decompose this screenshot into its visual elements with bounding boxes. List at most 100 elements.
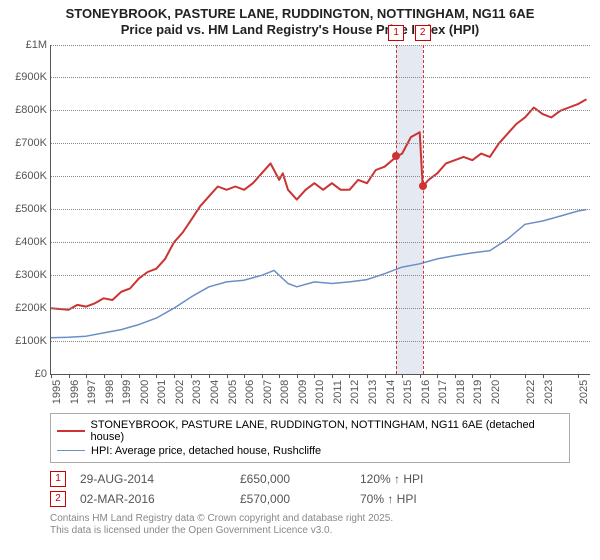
footer-attribution: Contains HM Land Registry data © Crown c… <box>50 513 590 537</box>
x-tick <box>191 374 192 378</box>
y-tick-label: £400K <box>7 236 47 248</box>
y-gridline <box>51 45 590 46</box>
x-tick <box>420 374 421 378</box>
chart-title: STONEYBROOK, PASTURE LANE, RUDDINGTON, N… <box>10 6 590 39</box>
y-tick-label: £100K <box>7 335 47 347</box>
y-tick-label: £700K <box>7 137 47 149</box>
annotation-price: £650,000 <box>240 472 360 486</box>
x-tick-label: 2022 <box>525 379 537 403</box>
x-tick <box>279 374 280 378</box>
annotation-row: 202-MAR-2016£570,00070% ↑ HPI <box>50 489 570 509</box>
marker-point <box>419 182 427 190</box>
x-tick-label: 1998 <box>104 379 116 403</box>
legend-item: STONEYBROOK, PASTURE LANE, RUDDINGTON, N… <box>57 418 563 444</box>
x-tick-label: 2010 <box>314 379 326 403</box>
x-tick-label: 2009 <box>297 379 309 403</box>
x-tick-label: 2002 <box>174 379 186 403</box>
x-tick <box>69 374 70 378</box>
annotation-note: 70% ↑ HPI <box>360 492 480 506</box>
x-tick <box>472 374 473 378</box>
annotation-table: 1 29-AUG-2014£650,000120% ↑ HPI 202-MAR-20… <box>50 469 570 509</box>
x-tick <box>314 374 315 378</box>
x-tick <box>385 374 386 378</box>
x-tick-label: 1999 <box>121 379 133 403</box>
marker-line <box>396 45 397 374</box>
x-tick-label: 2001 <box>156 379 168 403</box>
y-gridline <box>51 275 590 276</box>
x-tick-label: 1997 <box>86 379 98 403</box>
legend-swatch <box>57 430 85 432</box>
annotation-badge: 1 <box>50 471 66 487</box>
y-tick-label: £1M <box>7 39 47 51</box>
x-tick-label: 2013 <box>367 379 379 403</box>
y-tick-label: £800K <box>7 104 47 116</box>
x-tick <box>490 374 491 378</box>
x-tick <box>51 374 52 378</box>
footer-line-1: Contains HM Land Registry data © Crown c… <box>50 513 393 524</box>
footer-line-2: This data is licensed under the Open Gov… <box>50 525 332 536</box>
x-tick-label: 2008 <box>279 379 291 403</box>
x-tick <box>174 374 175 378</box>
x-tick-label: 2007 <box>262 379 274 403</box>
x-tick-label: 2015 <box>402 379 414 403</box>
x-tick-label: 2023 <box>543 379 555 403</box>
x-tick-label: 2014 <box>385 379 397 403</box>
y-tick-label: £0 <box>7 368 47 380</box>
x-tick-label: 2005 <box>227 379 239 403</box>
x-tick-label: 1995 <box>51 379 63 403</box>
x-tick-label: 2011 <box>332 380 344 404</box>
series-property <box>51 99 587 309</box>
x-tick <box>543 374 544 378</box>
x-tick <box>578 374 579 378</box>
x-tick <box>332 374 333 378</box>
x-tick <box>525 374 526 378</box>
y-gridline <box>51 341 590 342</box>
y-gridline <box>51 110 590 111</box>
y-tick-label: £500K <box>7 203 47 215</box>
annotation-date: 29-AUG-2014 <box>80 472 240 486</box>
x-tick <box>121 374 122 378</box>
y-tick-label: £600K <box>7 170 47 182</box>
x-tick-label: 2020 <box>490 379 502 403</box>
marker-badge: 1 <box>388 25 404 41</box>
title-line-1: STONEYBROOK, PASTURE LANE, RUDDINGTON, N… <box>66 6 535 21</box>
annotation-row: 1 29-AUG-2014£650,000120% ↑ HPI <box>50 469 570 489</box>
x-tick <box>437 374 438 378</box>
x-tick-label: 2006 <box>244 379 256 403</box>
x-tick <box>244 374 245 378</box>
x-tick <box>139 374 140 378</box>
annotation-note: 120% ↑ HPI <box>360 472 480 486</box>
x-tick-label: 2019 <box>472 379 484 403</box>
annotation-date: 02-MAR-2016 <box>80 492 240 506</box>
x-tick-label: 2025 <box>578 379 590 403</box>
y-gridline <box>51 242 590 243</box>
x-tick <box>262 374 263 378</box>
x-tick-label: 2016 <box>420 379 432 403</box>
marker-point <box>392 152 400 160</box>
annotation-price: £570,000 <box>240 492 360 506</box>
x-tick <box>367 374 368 378</box>
y-tick-label: £900K <box>7 71 47 83</box>
x-tick-label: 2012 <box>349 379 361 403</box>
plot-area: £0£100K£200K£300K£400K£500K£600K£700K£80… <box>50 45 590 375</box>
y-gridline <box>51 143 590 144</box>
legend-label: STONEYBROOK, PASTURE LANE, RUDDINGTON, N… <box>91 419 563 443</box>
legend-label: HPI: Average price, detached house, Rush… <box>91 445 321 457</box>
x-tick-label: 1996 <box>69 379 81 403</box>
x-tick-label: 2018 <box>455 379 467 403</box>
y-tick-label: £200K <box>7 302 47 314</box>
x-tick-label: 2004 <box>209 379 221 403</box>
legend-swatch <box>57 450 85 451</box>
x-tick-label: 2000 <box>139 379 151 403</box>
x-tick <box>209 374 210 378</box>
x-tick <box>455 374 456 378</box>
x-tick <box>86 374 87 378</box>
y-gridline <box>51 308 590 309</box>
x-tick <box>402 374 403 378</box>
marker-line <box>423 45 424 374</box>
x-tick <box>156 374 157 378</box>
legend-item: HPI: Average price, detached house, Rush… <box>57 444 563 458</box>
chart-container: STONEYBROOK, PASTURE LANE, RUDDINGTON, N… <box>0 0 600 560</box>
y-gridline <box>51 209 590 210</box>
x-tick <box>349 374 350 378</box>
